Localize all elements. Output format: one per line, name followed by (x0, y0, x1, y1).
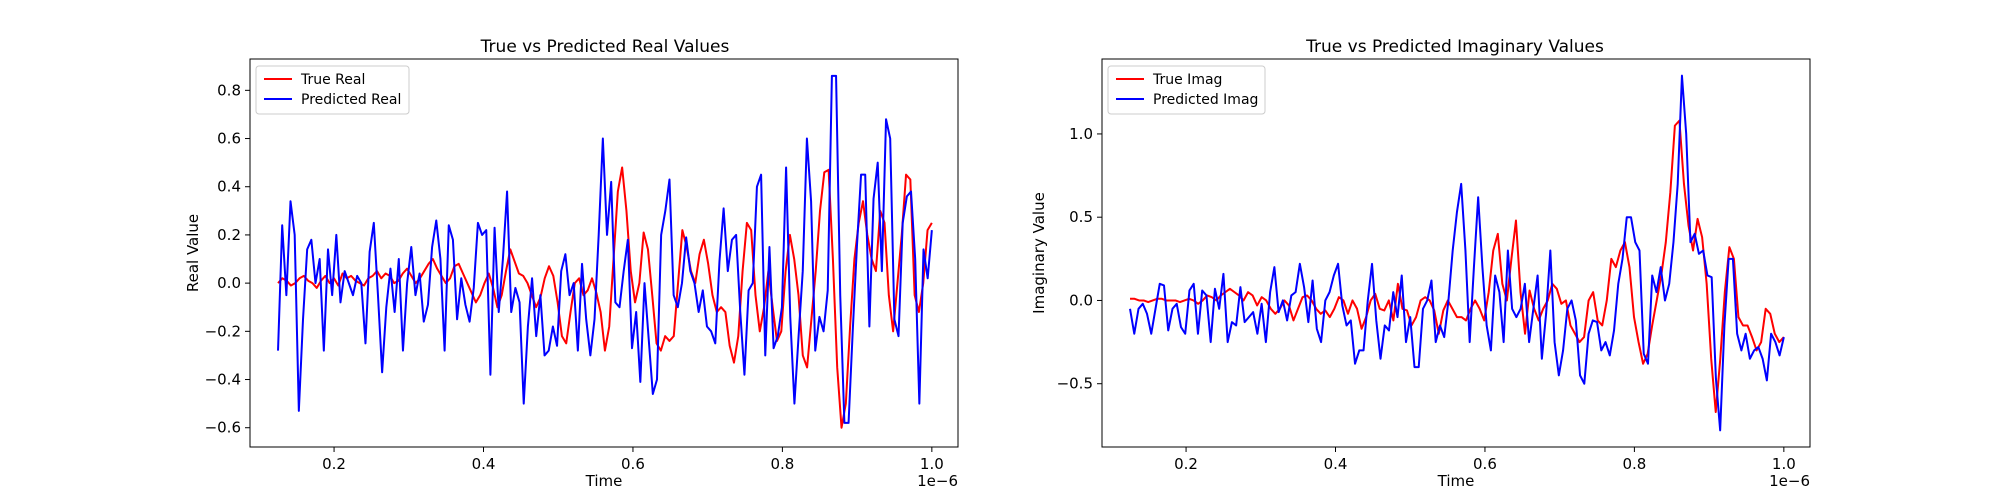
series-line-true-real (277, 166, 933, 429)
x-tick-label: 0.4 (472, 455, 496, 473)
chart-real: True vs Predicted Real Values −0.6−0.4−0… (184, 37, 959, 490)
x-offset-label: 1e−6 (1769, 472, 1810, 490)
y-tick-label: 0.0 (217, 274, 241, 292)
x-tick-label: 0.4 (1324, 455, 1348, 473)
series-line-predicted-real (277, 74, 933, 424)
y-axis-ticks: −0.5 0.0 0.5 1.0 (1057, 125, 1102, 393)
y-axis-label: Real Value (184, 214, 202, 292)
x-axis-label: Time (585, 472, 623, 490)
x-tick-label: 1.0 (1772, 455, 1796, 473)
plot-frame (1101, 58, 1811, 448)
y-axis-ticks: −0.6 −0.4 −0.2 0.0 0.2 0.4 0.6 0.8 (205, 81, 250, 437)
y-tick-label: 0.6 (217, 130, 241, 148)
series-lines (277, 74, 933, 429)
y-tick-label: 0.5 (1069, 208, 1093, 226)
chart-imaginary: True vs Predicted Imaginary Values −0.5 0… (1030, 37, 1811, 490)
y-tick-label: 1.0 (1069, 125, 1093, 143)
y-tick-label: 0.4 (217, 178, 241, 196)
x-tick-label: 0.6 (621, 455, 645, 473)
legend-label-true-imag: True Imag (1152, 72, 1222, 88)
x-tick-label: 0.2 (322, 455, 346, 473)
legend: True Real Predicted Real (255, 65, 410, 115)
x-tick-label: 0.8 (770, 455, 794, 473)
y-tick-label: −0.6 (205, 419, 241, 437)
y-tick-label: 0.8 (217, 81, 241, 99)
chart-title: True vs Predicted Imaginary Values (1305, 37, 1604, 57)
chart-title: True vs Predicted Real Values (480, 37, 730, 57)
x-tick-label: 0.2 (1174, 455, 1198, 473)
x-axis-ticks: 0.2 0.4 0.6 0.8 1.0 (1174, 447, 1796, 473)
y-axis-label: Imaginary Value (1030, 192, 1048, 314)
y-tick-label: −0.4 (205, 371, 241, 389)
x-tick-label: 0.8 (1622, 455, 1646, 473)
legend-box (255, 65, 410, 115)
x-axis-ticks: 0.2 0.4 0.6 0.8 1.0 (322, 447, 944, 473)
legend-box (1107, 65, 1266, 115)
series-line-predicted-imag (1129, 74, 1785, 432)
y-tick-label: 0.0 (1069, 291, 1093, 309)
y-tick-label: 0.2 (217, 226, 241, 244)
y-tick-label: −0.2 (205, 322, 241, 340)
x-tick-label: 1.0 (920, 455, 944, 473)
x-axis-label: Time (1437, 472, 1475, 490)
legend-label-predicted-real: Predicted Real (301, 92, 401, 108)
legend-label-predicted-imag: Predicted Imag (1153, 92, 1258, 108)
legend-label-true-real: True Real (300, 72, 365, 88)
x-tick-label: 0.6 (1473, 455, 1497, 473)
legend: True Imag Predicted Imag (1107, 65, 1266, 115)
plot-frame (249, 58, 959, 448)
x-offset-label: 1e−6 (917, 472, 958, 490)
y-tick-label: −0.5 (1057, 375, 1093, 393)
series-lines (1129, 74, 1785, 432)
